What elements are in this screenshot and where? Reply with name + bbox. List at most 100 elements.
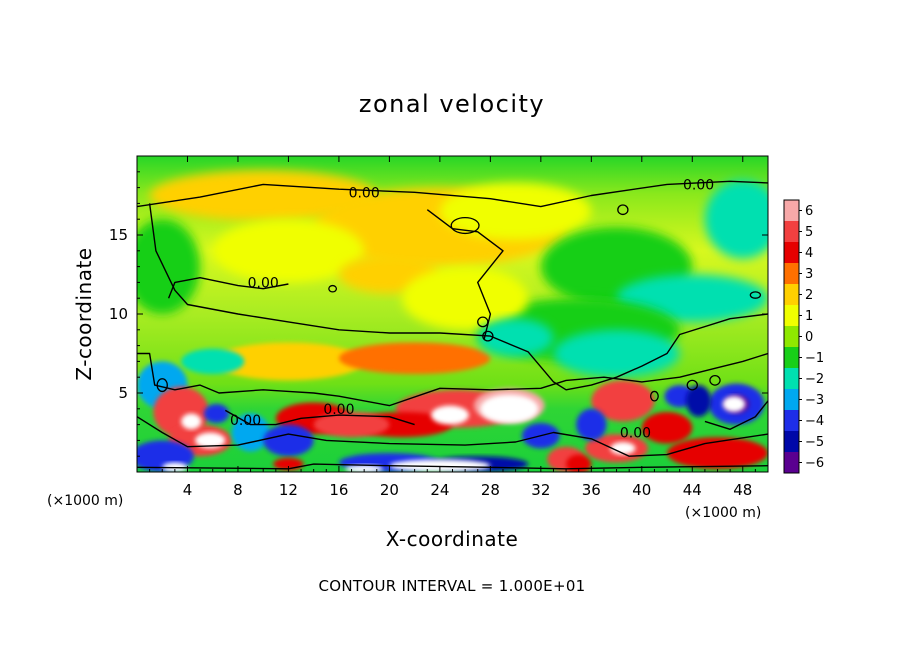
colorbar-label: 4 xyxy=(805,246,813,261)
x-tick-label: 28 xyxy=(481,481,500,499)
colorbar-label: 0 xyxy=(805,330,813,345)
field-core xyxy=(431,405,469,425)
y-tick-label: 5 xyxy=(118,384,128,402)
colorbar-swatch xyxy=(784,200,799,222)
contour-label: 0.00 xyxy=(620,426,651,442)
zero-contour-loop xyxy=(617,204,629,216)
zero-contour-line xyxy=(224,409,415,426)
colorbar-swatch xyxy=(784,368,799,390)
zero-contour-loop xyxy=(649,390,659,402)
contour-label: 0.00 xyxy=(349,185,380,201)
zero-contour-line xyxy=(167,277,289,299)
field-blob xyxy=(338,342,491,375)
x-unit-right: (×1000 m) xyxy=(685,505,761,521)
x-tick-label: 16 xyxy=(329,481,348,499)
colorbar-label: 1 xyxy=(805,309,813,324)
colorbar-swatch xyxy=(784,410,799,432)
zero-contour-line xyxy=(704,400,768,430)
x-tick-label: 48 xyxy=(733,481,752,499)
x-tick-label: 36 xyxy=(582,481,601,499)
x-tick-label: 12 xyxy=(279,481,298,499)
zero-contour-loop xyxy=(450,216,480,235)
x-axis-ticks: 4 8 12 16 20 24 28 32 36 40 44 48 xyxy=(149,156,756,499)
zero-contour-loop xyxy=(686,379,698,391)
plot-area xyxy=(137,156,768,472)
field-core xyxy=(181,413,202,430)
colorbar-swatch xyxy=(784,326,799,348)
x-tick-label: 32 xyxy=(531,481,550,499)
field-blob xyxy=(402,266,529,330)
y-tick-label: 15 xyxy=(109,226,128,244)
field-blob xyxy=(477,318,554,357)
y-axis-label: Z-coordinate xyxy=(72,247,96,380)
field-core xyxy=(195,432,226,449)
field-blob xyxy=(203,404,230,424)
contour-label: 0.00 xyxy=(230,413,261,429)
field-blob xyxy=(149,170,377,221)
zero-contour-line xyxy=(137,416,768,457)
field-blob xyxy=(181,348,245,375)
zero-contour-line xyxy=(137,352,768,407)
x-tick-label: 44 xyxy=(683,481,702,499)
colorbar-swatch xyxy=(784,347,799,369)
zero-contour-loop xyxy=(709,374,721,386)
contour-label: 0.00 xyxy=(248,275,279,291)
field-blob xyxy=(704,179,768,259)
zero-contour-loop xyxy=(749,291,762,299)
field-blob xyxy=(553,329,680,378)
zero-contour-line xyxy=(137,180,768,208)
colorbar-swatch xyxy=(784,284,799,306)
colorbar-swatch xyxy=(784,305,799,327)
velocity-field xyxy=(137,170,768,472)
contour-label: 0.00 xyxy=(683,177,714,193)
field-core xyxy=(345,464,384,472)
colorbar-swatch xyxy=(784,452,799,474)
field-core xyxy=(480,394,539,424)
colorbar-swatch xyxy=(784,221,799,243)
y-tick-label: 10 xyxy=(109,305,128,323)
colorbar-label: 2 xyxy=(805,288,813,303)
colorbar-label: −4 xyxy=(805,414,824,429)
x-unit-left: (×1000 m) xyxy=(47,493,123,509)
x-tick-label: 24 xyxy=(430,481,449,499)
field-blob xyxy=(212,219,365,283)
x-tick-label: 4 xyxy=(183,481,193,499)
colorbar-swatch xyxy=(784,263,799,285)
zero-contour-loop xyxy=(477,316,489,328)
field-blob xyxy=(641,411,693,444)
x-axis-label: X-coordinate xyxy=(386,527,519,551)
chart-title: zonal velocity xyxy=(359,90,545,118)
field-blob xyxy=(439,182,592,240)
colorbar-label: −2 xyxy=(805,372,824,387)
colorbar: 6 5 4 3 2 1 0 −1 −2 −3 −4 −5 −6 xyxy=(783,199,824,474)
field-blob xyxy=(591,380,655,422)
colorbar-label: −1 xyxy=(805,351,824,366)
field-blob xyxy=(685,385,712,417)
field-core xyxy=(722,396,746,412)
colorbar-swatch xyxy=(784,389,799,411)
contour-label: 0.00 xyxy=(323,402,354,418)
colorbar-label: 3 xyxy=(805,267,813,282)
field-core xyxy=(389,459,491,472)
field-blob xyxy=(576,408,607,441)
zero-contour-line xyxy=(148,203,768,391)
field-blob xyxy=(566,454,592,472)
y-axis-ticks: 5 10 15 xyxy=(109,171,768,457)
colorbar-label: −5 xyxy=(805,435,824,450)
colorbar-label: −6 xyxy=(805,456,824,471)
field-blob xyxy=(137,219,201,314)
zero-contour-loop xyxy=(328,284,338,293)
colorbar-label: 5 xyxy=(805,225,813,240)
zero-contours xyxy=(137,180,768,470)
colorbar-swatch xyxy=(784,431,799,453)
contour-interval-note: CONTOUR INTERVAL = 1.000E+01 xyxy=(318,577,585,595)
field-blob xyxy=(263,424,314,457)
zero-contour-loop xyxy=(156,378,168,393)
field-blob xyxy=(212,342,365,381)
contour-labels: 0.00 0.00 0.00 0.00 0.00 0.00 xyxy=(230,177,714,441)
colorbar-label: 6 xyxy=(805,204,813,219)
field-blob xyxy=(313,411,390,438)
colorbar-swatch xyxy=(784,242,799,264)
field-core xyxy=(610,441,636,455)
field-blob xyxy=(231,413,270,452)
